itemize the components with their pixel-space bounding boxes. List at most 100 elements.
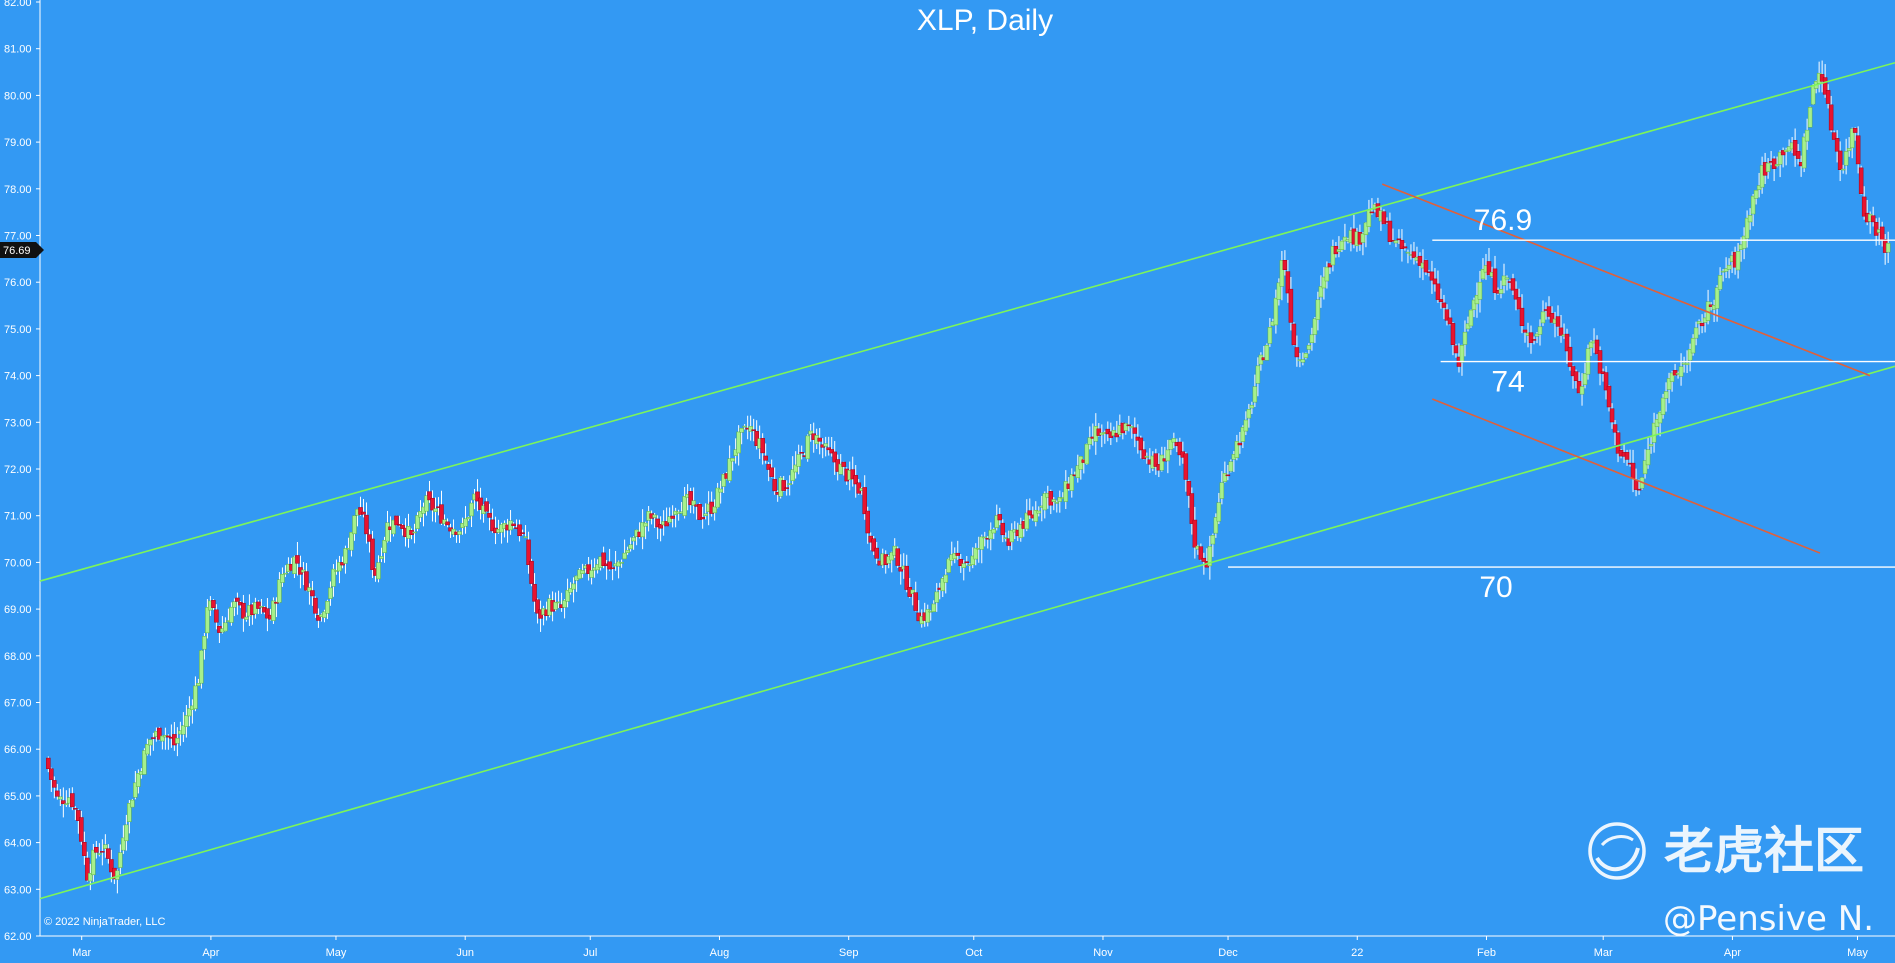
candle-up [1339, 240, 1345, 250]
candle-down [769, 467, 774, 477]
candle-down [1225, 474, 1231, 477]
candle-down [364, 514, 369, 535]
candle-down [1381, 211, 1387, 225]
candle-down [841, 461, 846, 467]
copyright-notice: © 2022 NinjaTrader, LLC [44, 916, 165, 928]
candle-down [1870, 215, 1876, 223]
candle-down [1795, 151, 1801, 159]
candle-up [973, 547, 979, 560]
candle-up [640, 522, 645, 538]
candle-up [1255, 365, 1261, 384]
candle-up [1678, 366, 1684, 377]
candle-up [1123, 423, 1129, 431]
candle-up [565, 589, 570, 602]
x-tick-label: Apr [1724, 947, 1741, 959]
candle-down [1594, 339, 1600, 355]
candle-down [100, 851, 105, 853]
candle-up [739, 428, 744, 433]
candle-up [259, 606, 264, 608]
candle-up [1171, 438, 1177, 443]
candle-up [1468, 309, 1474, 327]
candle-up [1336, 249, 1342, 252]
candle-up [283, 572, 288, 575]
candle-up [193, 685, 198, 710]
candle-down [487, 512, 492, 518]
candle-down [241, 602, 246, 619]
candle-up [1318, 286, 1324, 298]
x-tick-label: Mar [72, 947, 91, 959]
candle-up [1753, 189, 1759, 199]
candle-up [1099, 432, 1105, 436]
candle-up [1234, 441, 1240, 459]
candle-down [1828, 104, 1834, 131]
candle-up [1459, 345, 1465, 363]
candle-up [1480, 269, 1486, 280]
candle-up [103, 844, 108, 849]
candle-up [124, 824, 129, 842]
candle-up [1840, 168, 1846, 171]
candle-down [157, 727, 162, 740]
candle-down [1624, 452, 1630, 460]
candle-down [895, 548, 900, 566]
candle-up [1009, 530, 1015, 543]
candle-down [151, 737, 156, 739]
candle-up [382, 539, 387, 553]
candle-up [88, 873, 93, 882]
candle-up [940, 578, 945, 592]
candle-down [1558, 327, 1564, 336]
candle-up [1216, 502, 1222, 522]
candle-up [1723, 268, 1729, 272]
candle-up [808, 430, 813, 435]
candle-down [1531, 339, 1537, 341]
candle-up [244, 616, 249, 620]
candle-down [1153, 453, 1159, 467]
candle-up [1693, 327, 1699, 339]
candle-down [1141, 449, 1147, 460]
candle-up [418, 511, 423, 518]
x-tick-label: Feb [1477, 947, 1496, 959]
chart-title: XLP, Daily [917, 4, 1053, 37]
candle-up [1846, 148, 1852, 152]
candle-up [1249, 404, 1255, 409]
y-tick-label: 69.00 [4, 604, 32, 616]
candle-down [1387, 220, 1393, 242]
candle-down [430, 497, 435, 511]
candle-down [760, 438, 765, 454]
candle-down [1096, 428, 1102, 436]
current-price-badge-shape [0, 241, 44, 258]
candle-up [205, 607, 210, 634]
candle-up [1465, 323, 1471, 330]
candle-down [1672, 370, 1678, 376]
candle-up [199, 650, 204, 684]
candle-up [322, 611, 327, 618]
candle-down [109, 859, 114, 873]
candle-up [796, 454, 801, 467]
candle-down [850, 469, 855, 480]
candle-up [823, 443, 828, 447]
candle-up [1219, 482, 1225, 499]
y-tick-label: 73.00 [4, 417, 32, 429]
candle-up [379, 556, 384, 559]
candle-up [631, 537, 636, 542]
candle-up [352, 515, 357, 535]
y-tick-label: 64.00 [4, 838, 32, 850]
candle-up [1807, 107, 1813, 128]
candle-down [1837, 150, 1843, 170]
candle-down [1567, 346, 1573, 367]
y-tick-label: 62.00 [4, 931, 32, 943]
candle-down [1201, 557, 1207, 562]
watermark-handle: @Pensive N. [1663, 899, 1874, 939]
candle-down [1399, 240, 1405, 250]
candle-up [1501, 275, 1507, 286]
candle-down [1546, 306, 1552, 317]
candle-up [148, 739, 153, 746]
candle-up [1843, 151, 1849, 166]
y-tick-label: 79.00 [4, 137, 32, 149]
candle-down [1138, 437, 1144, 451]
candle-up [1726, 264, 1732, 270]
candle-up [703, 513, 708, 517]
candle-down [535, 599, 540, 614]
candle-up [643, 522, 648, 527]
candle-up [202, 636, 207, 650]
x-tick-label: Jun [456, 947, 474, 959]
